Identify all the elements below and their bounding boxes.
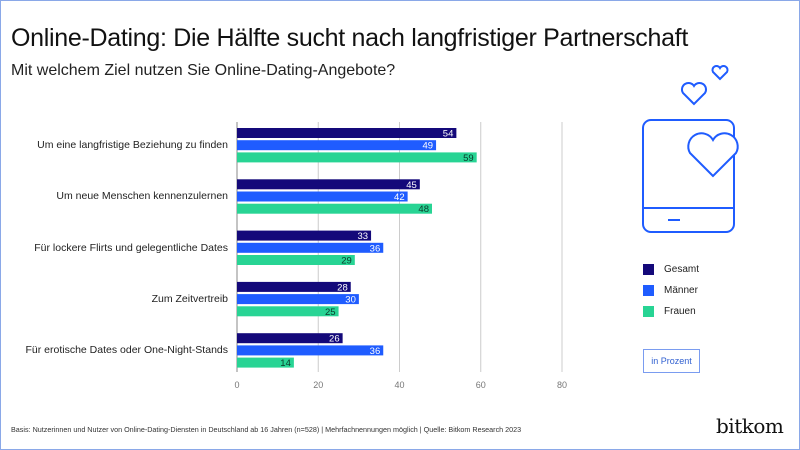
x-tick-label: 20 — [313, 380, 323, 390]
legend-label: Gesamt — [664, 264, 700, 276]
bar-gesamt — [237, 128, 457, 138]
bar-frauen — [237, 152, 477, 163]
x-tick-label: 40 — [394, 380, 404, 390]
bar-männer — [237, 294, 359, 305]
data-label: 25 — [325, 307, 336, 318]
x-tick-label: 80 — [557, 380, 567, 390]
bar-gesamt — [237, 179, 420, 190]
legend-label: Frauen — [664, 306, 696, 318]
bar-gesamt — [237, 281, 351, 292]
data-label: 54 — [443, 129, 454, 140]
bar-gesamt — [237, 333, 343, 344]
bar-männer — [237, 191, 408, 202]
data-label: 36 — [370, 346, 381, 357]
bar-frauen — [237, 203, 432, 214]
legend-swatch — [643, 285, 654, 296]
data-label: 36 — [370, 243, 381, 254]
category-label: Für lockere Flirts und gelegentliche Dat… — [34, 241, 228, 254]
bar-frauen — [237, 255, 355, 265]
data-label: 59 — [463, 153, 474, 164]
data-label: 49 — [422, 141, 433, 152]
category-label: Für erotische Dates oder One-Night-Stand… — [25, 344, 228, 357]
bar-gesamt — [237, 230, 372, 241]
data-label: 14 — [280, 358, 291, 369]
bar-männer — [237, 345, 384, 356]
subtitle: Mit welchem Ziel nutzen Sie Online-Datin… — [11, 62, 396, 79]
bitkom-logo: bitkom — [716, 414, 784, 438]
unit-label: in Prozent — [643, 349, 700, 373]
legend-label: Männer — [664, 285, 698, 297]
data-label: 28 — [337, 282, 348, 293]
x-tick-label: 60 — [476, 380, 486, 390]
category-label: Zum Zeitvertreib — [151, 292, 228, 305]
x-tick-label: 0 — [234, 380, 239, 390]
footnote: Basis: Nutzerinnen und Nutzer von Online… — [11, 425, 522, 434]
data-label: 29 — [341, 256, 352, 267]
data-label: 48 — [418, 204, 429, 215]
data-label: 30 — [345, 295, 356, 306]
legend-frauen: Frauen — [643, 306, 696, 317]
data-label: 26 — [329, 334, 340, 345]
category-label: Um eine langfristige Beziehung zu finden — [37, 139, 228, 151]
data-label: 33 — [357, 231, 368, 242]
bar-frauen — [237, 306, 339, 317]
data-label: 42 — [394, 192, 405, 203]
page-title: Online-Dating: Die Hälfte sucht nach lan… — [11, 24, 688, 52]
legend-swatch — [643, 306, 654, 317]
legend-swatch — [643, 264, 654, 275]
legend-gesamt: Gesamt — [643, 264, 699, 275]
category-label: Um neue Menschen kennenzulernen — [56, 190, 228, 203]
bar-frauen — [237, 357, 294, 368]
bar-männer — [237, 242, 384, 253]
bar-männer — [237, 140, 437, 151]
legend-maenner: Männer — [643, 285, 698, 296]
data-label: 45 — [406, 180, 417, 191]
